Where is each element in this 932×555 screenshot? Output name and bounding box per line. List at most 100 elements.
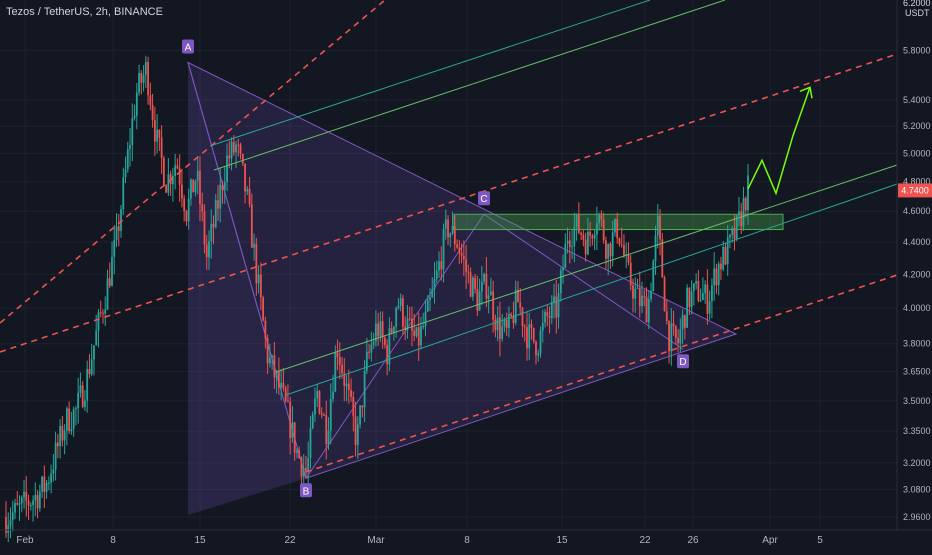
- candle: [280, 369, 283, 401]
- candle: [194, 179, 197, 197]
- candle-body: [575, 214, 578, 228]
- x-tick-label: 22: [284, 535, 296, 546]
- candle: [122, 167, 125, 216]
- abcd-path: [187, 62, 684, 480]
- candle-body: [309, 428, 312, 459]
- candle-body: [370, 344, 373, 353]
- candle: [584, 232, 587, 262]
- candle: [199, 156, 201, 221]
- candle-body: [287, 400, 289, 402]
- candle: [537, 349, 540, 362]
- candle: [643, 289, 646, 307]
- candle-body: [406, 318, 409, 331]
- pattern-point-badge: [677, 354, 689, 369]
- candle: [65, 406, 68, 446]
- candle-body: [444, 219, 447, 229]
- candle: [546, 305, 549, 327]
- candle-body: [217, 200, 219, 209]
- candle: [171, 168, 174, 202]
- candle-body: [41, 476, 43, 492]
- candle-body: [602, 219, 605, 241]
- y-tick-label: 3.3500: [903, 426, 931, 436]
- candle-body: [153, 120, 156, 142]
- candle: [277, 357, 280, 395]
- channel-dashed-outer: [0, 0, 386, 324]
- candle-body: [268, 357, 271, 364]
- candle: [634, 277, 637, 313]
- last-price-label: 4.7400: [901, 185, 929, 195]
- candle-body: [456, 244, 458, 248]
- candle-body: [16, 502, 19, 505]
- candle-body: [690, 290, 693, 308]
- candle: [5, 501, 7, 538]
- candle: [487, 286, 490, 314]
- candle-body: [539, 330, 542, 354]
- channel-dashed-lower: [305, 274, 898, 473]
- y-tick-label: 4.8000: [903, 177, 931, 187]
- candle: [239, 142, 242, 160]
- candle-body: [377, 323, 380, 337]
- candle: [539, 326, 542, 358]
- candle-body: [659, 215, 661, 240]
- candle: [668, 320, 670, 364]
- candle: [406, 305, 409, 339]
- candle: [300, 456, 303, 488]
- candle-body: [320, 413, 323, 415]
- candle-body: [580, 232, 583, 235]
- candle: [686, 284, 689, 328]
- candle-body: [555, 296, 558, 318]
- candle: [327, 417, 330, 450]
- candle-body: [253, 243, 255, 248]
- candle: [451, 211, 454, 235]
- candle: [638, 271, 641, 318]
- candle-body: [316, 391, 319, 399]
- candle: [34, 482, 37, 516]
- candle: [731, 225, 734, 243]
- candle: [505, 312, 508, 337]
- candle: [259, 262, 262, 311]
- candle-body: [550, 302, 553, 318]
- candle-body: [544, 312, 546, 323]
- candle-body: [411, 319, 413, 331]
- candle: [672, 310, 675, 336]
- candle: [431, 277, 434, 298]
- candle-body: [469, 272, 472, 297]
- candle-body: [496, 317, 499, 331]
- candle-body: [433, 278, 436, 289]
- candle-body: [185, 211, 188, 222]
- candle: [571, 229, 573, 259]
- candle: [311, 411, 314, 430]
- candle-body: [255, 243, 258, 284]
- candle: [359, 404, 361, 429]
- candle: [226, 143, 228, 192]
- candle: [316, 384, 319, 408]
- candle-body: [325, 415, 328, 445]
- candle: [386, 339, 389, 376]
- candle: [695, 273, 698, 290]
- candle: [56, 433, 59, 459]
- candle: [559, 267, 562, 302]
- candle: [494, 314, 497, 338]
- candle: [144, 55, 147, 88]
- candle-body: [293, 422, 296, 453]
- candle: [413, 313, 416, 342]
- candle-body: [632, 285, 634, 299]
- candle: [176, 158, 179, 170]
- candle-body: [194, 181, 197, 193]
- candle-body: [586, 231, 589, 255]
- candle-body: [352, 396, 355, 417]
- candle-body: [559, 270, 562, 294]
- candle-body: [135, 92, 138, 116]
- candle: [492, 280, 495, 333]
- candle-body: [244, 163, 246, 192]
- candle-body: [5, 517, 7, 533]
- candle-body: [314, 398, 316, 415]
- candle: [147, 56, 149, 105]
- candle: [361, 405, 364, 418]
- candle-body: [372, 341, 375, 345]
- candle-body: [699, 299, 702, 301]
- candle-body: [458, 247, 461, 253]
- candle-body: [729, 234, 731, 238]
